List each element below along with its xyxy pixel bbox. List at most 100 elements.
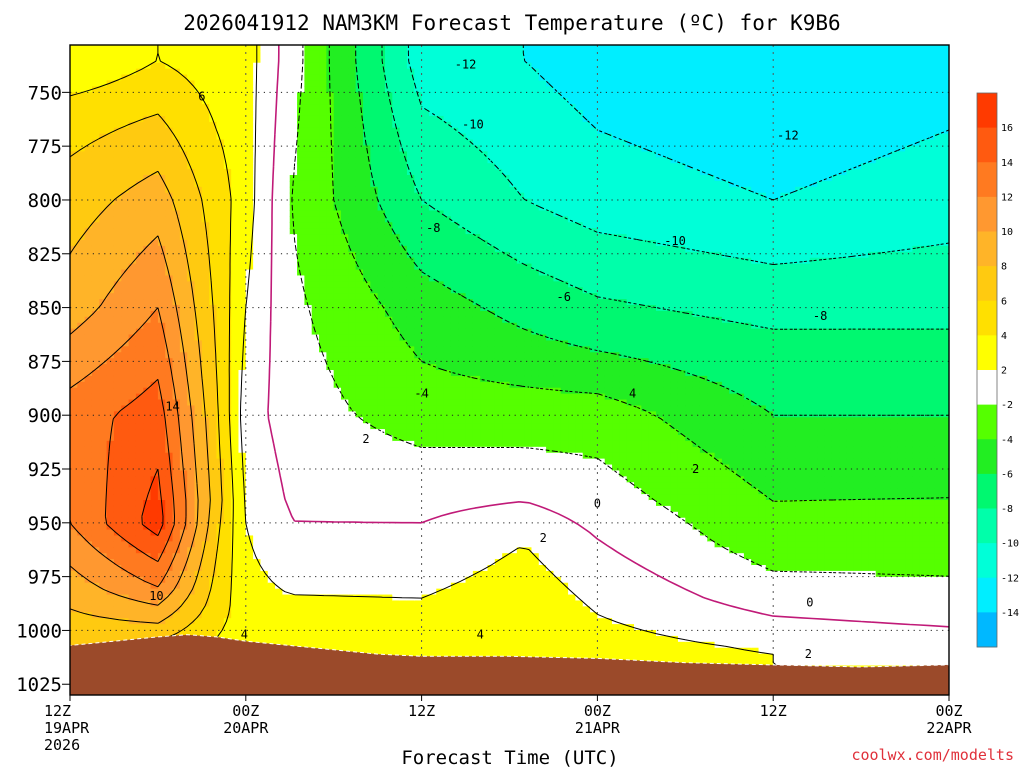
temperature-cell xyxy=(194,576,203,584)
temperature-cell xyxy=(297,393,305,401)
temperature-cell xyxy=(70,56,78,64)
temperature-cell xyxy=(282,529,291,537)
temperature-cell xyxy=(231,464,240,472)
temperature-cell xyxy=(91,234,100,241)
temperature-cell xyxy=(253,387,262,395)
temperature-cell xyxy=(194,464,203,472)
temperature-cell xyxy=(238,547,247,554)
temperature-cell xyxy=(106,429,115,436)
temperature-cell xyxy=(194,204,203,212)
temperature-cell xyxy=(333,334,342,342)
temperature-cell xyxy=(223,358,232,365)
temperature-cell xyxy=(70,328,78,336)
temperature-cell xyxy=(70,275,78,282)
temperature-cell xyxy=(99,245,108,253)
temperature-cell xyxy=(209,565,218,572)
temperature-cell xyxy=(267,50,276,58)
temperature-cell xyxy=(128,127,137,135)
temperature-cell xyxy=(392,175,401,182)
temperature-cell xyxy=(201,440,210,448)
temperature-cell xyxy=(194,381,203,389)
temperature-cell xyxy=(135,399,144,407)
temperature-cell xyxy=(194,92,203,99)
temperature-cell xyxy=(209,535,218,542)
temperature-cell xyxy=(304,482,313,489)
temperature-cell xyxy=(304,370,313,377)
temperature-cell xyxy=(392,375,401,383)
temperature-cell xyxy=(99,352,108,359)
temperature-cell xyxy=(172,68,181,76)
temperature-cell xyxy=(179,405,188,412)
temperature-cell xyxy=(216,399,225,407)
temperature-cell xyxy=(135,269,144,277)
temperature-cell xyxy=(216,216,225,223)
temperature-cell xyxy=(179,541,188,548)
temperature-cell xyxy=(187,92,196,99)
temperature-cell xyxy=(91,411,100,418)
temperature-cell xyxy=(70,435,78,442)
temperature-cell xyxy=(297,328,305,336)
temperature-cell xyxy=(341,92,349,99)
temperature-cell xyxy=(165,169,174,176)
temperature-cell xyxy=(194,263,203,271)
temperature-cell xyxy=(157,228,166,235)
temperature-cell xyxy=(392,387,401,395)
temperature-cell xyxy=(282,470,291,477)
temperature-cell xyxy=(179,505,188,513)
temperature-cell xyxy=(333,133,342,141)
temperature-cell xyxy=(172,86,181,93)
temperature-cell xyxy=(135,316,144,324)
temperature-cell xyxy=(326,104,335,111)
temperature-cell xyxy=(77,186,86,194)
temperature-cell xyxy=(333,287,342,294)
temperature-cell xyxy=(91,600,100,607)
temperature-cell xyxy=(253,204,262,212)
temperature-cell xyxy=(377,618,386,625)
temperature-cell xyxy=(399,133,408,141)
temperature-cell xyxy=(187,56,196,64)
temperature-cell xyxy=(333,387,342,395)
temperature-cell xyxy=(245,310,254,318)
temperature-cell xyxy=(231,293,240,300)
temperature-cell xyxy=(392,411,401,418)
temperature-cell xyxy=(392,322,401,330)
temperature-cell xyxy=(231,494,240,501)
temperature-cell xyxy=(253,618,262,625)
temperature-cell xyxy=(341,275,349,282)
temperature-cell xyxy=(267,127,276,135)
temperature-cell xyxy=(253,370,262,377)
temperature-cell xyxy=(275,588,284,596)
temperature-cell xyxy=(172,505,181,513)
temperature-cell xyxy=(231,121,240,129)
temperature-cell xyxy=(231,50,240,58)
temperature-cell xyxy=(231,269,240,277)
temperature-cell xyxy=(135,600,144,607)
temperature-cell xyxy=(113,476,122,483)
temperature-cell xyxy=(194,175,203,182)
temperature-cell xyxy=(157,488,166,495)
temperature-cell xyxy=(172,163,181,170)
temperature-cell xyxy=(216,570,225,578)
temperature-cell xyxy=(157,62,166,70)
temperature-cell xyxy=(99,281,108,288)
temperature-cell xyxy=(377,186,386,194)
temperature-cell xyxy=(91,257,100,265)
temperature-cell xyxy=(99,594,108,602)
temperature-cell xyxy=(399,163,408,170)
temperature-cell xyxy=(84,334,93,342)
temperature-cell xyxy=(348,647,357,655)
temperature-cell xyxy=(113,446,122,454)
temperature-cell xyxy=(392,228,401,235)
temperature-cell xyxy=(209,411,218,418)
temperature-cell xyxy=(121,192,130,200)
temperature-cell xyxy=(377,275,386,282)
temperature-cell xyxy=(348,417,357,424)
temperature-cell xyxy=(209,618,218,625)
temperature-cell xyxy=(377,494,386,501)
temperature-cell xyxy=(150,517,159,525)
temperature-cell xyxy=(194,133,203,141)
temperature-cell xyxy=(289,440,298,448)
temperature-cell xyxy=(106,322,115,330)
temperature-cell xyxy=(231,186,240,194)
temperature-cell xyxy=(253,612,262,619)
